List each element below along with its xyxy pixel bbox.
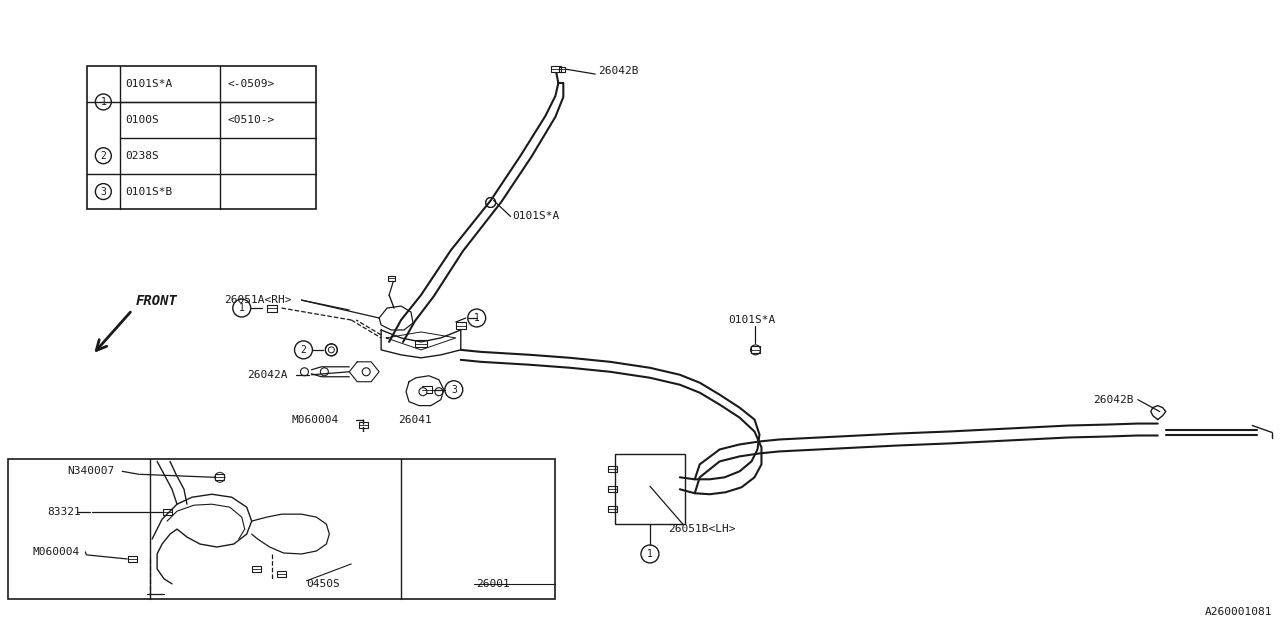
Text: 26051B<LH>: 26051B<LH> xyxy=(668,524,736,534)
Bar xyxy=(8,460,556,599)
Text: 0238S: 0238S xyxy=(125,150,159,161)
Bar xyxy=(358,422,367,428)
Text: 1: 1 xyxy=(646,549,653,559)
Bar xyxy=(388,276,394,281)
Text: A260001081: A260001081 xyxy=(1204,607,1272,617)
Bar xyxy=(163,509,172,515)
Circle shape xyxy=(325,344,338,356)
Bar xyxy=(415,340,428,348)
Bar xyxy=(422,386,431,393)
Circle shape xyxy=(362,368,370,376)
Text: 83321: 83321 xyxy=(47,507,82,517)
Text: 3: 3 xyxy=(100,186,106,196)
Bar xyxy=(608,467,617,472)
Text: 1: 1 xyxy=(100,97,106,107)
Bar xyxy=(252,566,261,572)
Text: 26001: 26001 xyxy=(476,579,509,589)
Bar xyxy=(552,66,562,72)
Text: 1: 1 xyxy=(239,303,244,313)
Text: 3: 3 xyxy=(451,385,457,395)
Bar xyxy=(750,346,760,353)
Text: 26042B: 26042B xyxy=(1093,395,1134,404)
Circle shape xyxy=(485,198,495,207)
Circle shape xyxy=(301,368,308,376)
Text: 2: 2 xyxy=(301,345,306,355)
Bar xyxy=(215,474,224,480)
Text: 0101S*B: 0101S*B xyxy=(125,186,173,196)
Circle shape xyxy=(320,368,329,376)
Text: 1: 1 xyxy=(474,313,480,323)
Bar xyxy=(608,506,617,512)
Text: 0450S: 0450S xyxy=(306,579,340,589)
Text: 26041: 26041 xyxy=(398,415,431,424)
Bar xyxy=(266,305,276,312)
Bar xyxy=(559,67,566,72)
Text: <0510->: <0510-> xyxy=(228,115,275,125)
Text: 0101S*A: 0101S*A xyxy=(125,79,173,89)
Text: 0101S*A: 0101S*A xyxy=(728,315,776,325)
Text: 26042B: 26042B xyxy=(598,66,639,76)
Text: N340007: N340007 xyxy=(68,467,115,476)
Bar xyxy=(276,571,285,577)
Text: 26051A<RH>: 26051A<RH> xyxy=(224,295,292,305)
Text: M060004: M060004 xyxy=(292,415,339,424)
Bar xyxy=(616,454,685,524)
Text: 0101S*A: 0101S*A xyxy=(512,211,559,221)
Text: M060004: M060004 xyxy=(33,547,79,557)
Text: 0100S: 0100S xyxy=(125,115,159,125)
Circle shape xyxy=(419,388,428,396)
Circle shape xyxy=(435,388,443,396)
Text: 26042A: 26042A xyxy=(247,370,287,380)
Bar xyxy=(456,323,466,330)
Bar xyxy=(608,486,617,492)
Text: <-0509>: <-0509> xyxy=(228,79,275,89)
Text: 2: 2 xyxy=(100,150,106,161)
Bar xyxy=(128,556,137,562)
Bar xyxy=(87,66,316,209)
Text: FRONT: FRONT xyxy=(136,294,177,308)
